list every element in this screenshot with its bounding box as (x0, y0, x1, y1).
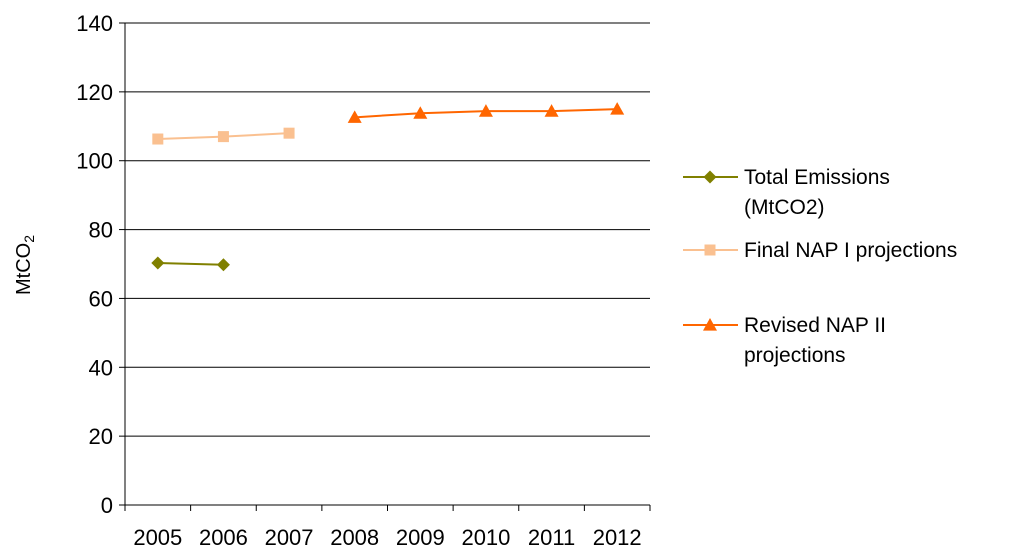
x-tick-label: 2005 (133, 525, 182, 550)
legend-label: Total Emissions (MtCO2) (744, 166, 890, 219)
series-group (151, 102, 625, 272)
y-axis-label: MtCO2 (13, 235, 37, 295)
y-tick-label: 60 (89, 286, 113, 311)
data-point (413, 106, 428, 119)
series-line (157, 261, 224, 266)
legend: Total Emissions (MtCO2) Final NAP I projec… (683, 166, 957, 367)
legend-label: Revised NAP II projections (744, 314, 886, 367)
x-tick-label: 2006 (199, 525, 248, 550)
y-tick-label: 20 (89, 424, 113, 449)
y-tick-label: 100 (76, 149, 113, 174)
series-2 (152, 127, 295, 145)
series-1 (151, 256, 230, 272)
legend-item-2: Final NAP I projections (683, 239, 957, 262)
x-tick-label: 2010 (461, 525, 510, 550)
x-tick-label: 2012 (593, 525, 642, 550)
data-point (217, 131, 229, 143)
data-point (151, 256, 165, 270)
gridlines (125, 22, 650, 437)
y-tick-labels: 0 20 40 60 80 100 120 140 (76, 11, 113, 518)
x-tick-label: 2009 (396, 525, 445, 550)
data-point (610, 102, 625, 115)
data-point (152, 133, 164, 145)
x-tick-labels: 2005 2006 2007 2008 2009 2010 2011 2012 (133, 525, 641, 550)
legend-item-1: Total Emissions (MtCO2) (683, 166, 890, 219)
y-tick-label: 0 (101, 493, 113, 518)
x-tick-label: 2007 (265, 525, 314, 550)
legend-label: Final NAP I projections (744, 239, 957, 262)
x-tick-label: 2008 (330, 525, 379, 550)
legend-item-3: Revised NAP II projections (683, 314, 886, 367)
series-3 (347, 102, 625, 123)
y-tick-label: 40 (89, 355, 113, 380)
data-point (544, 104, 559, 117)
y-tick-label: 120 (76, 80, 113, 105)
axes (119, 22, 651, 511)
y-tick-label: 80 (89, 218, 113, 243)
data-point (216, 258, 230, 272)
data-point (283, 127, 295, 139)
legend-marker (703, 318, 717, 331)
data-point (478, 104, 493, 117)
legend-marker (703, 170, 717, 184)
x-tick-label: 2011 (528, 525, 575, 550)
y-tick-label: 140 (76, 11, 113, 36)
data-point (347, 110, 362, 123)
legend-marker (704, 244, 716, 256)
